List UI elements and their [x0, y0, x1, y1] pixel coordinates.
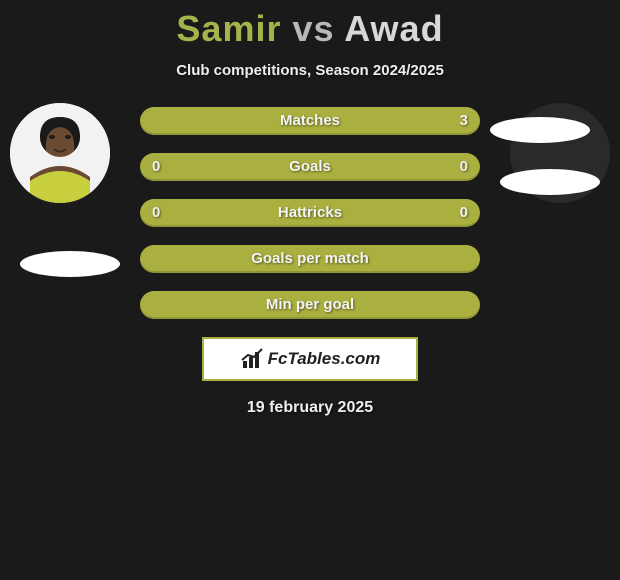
logo-text: FcTables.com — [268, 349, 381, 369]
bar-chart-icon — [240, 347, 264, 371]
vs-separator: vs — [292, 8, 334, 49]
stat-bar-min-per-goal: Min per goal — [140, 291, 480, 319]
player2-shadow-disc-1 — [490, 117, 590, 143]
player1-avatar — [10, 103, 110, 203]
player1-shadow-disc — [20, 251, 120, 277]
snapshot-date: 19 february 2025 — [0, 399, 620, 417]
stat-bar-goals-per-match: Goals per match — [140, 245, 480, 273]
stat-right-value: 0 — [460, 153, 468, 181]
player2-shadow-disc-2 — [500, 169, 600, 195]
subtitle: Club competitions, Season 2024/2025 — [0, 62, 620, 79]
player1-photo-icon — [10, 103, 110, 203]
source-logo: FcTables.com — [202, 337, 418, 381]
stat-right-value: 3 — [460, 107, 468, 135]
stat-label: Min per goal — [140, 291, 480, 319]
stat-bar-hattricks: 0 Hattricks 0 — [140, 199, 480, 227]
stat-right-value: 0 — [460, 199, 468, 227]
stat-bar-goals: 0 Goals 0 — [140, 153, 480, 181]
comparison-title: Samir vs Awad — [0, 0, 620, 50]
stat-label: Goals — [140, 153, 480, 181]
player2-name: Awad — [344, 8, 443, 49]
stat-label: Goals per match — [140, 245, 480, 273]
stat-label: Matches — [140, 107, 480, 135]
stat-bars: Matches 3 0 Goals 0 0 Hattricks 0 Goals … — [140, 107, 480, 319]
stat-bar-matches: Matches 3 — [140, 107, 480, 135]
stat-label: Hattricks — [140, 199, 480, 227]
comparison-arena: Matches 3 0 Goals 0 0 Hattricks 0 Goals … — [0, 107, 620, 417]
player1-name: Samir — [176, 8, 281, 49]
